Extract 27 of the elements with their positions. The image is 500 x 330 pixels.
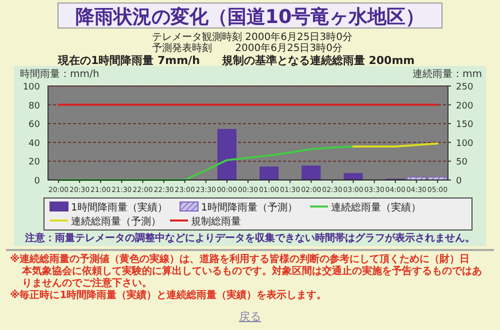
text: ※連続総雨量の予測値（黄色の実線）は、道路を利用する皆様の判断の参考にして頂くために（財）日本気象協会に依頼して実験的に算出しているものです。対象区間は交通止の実施を予告するものではありませんのでご注意下さい。 [10, 253, 482, 289]
legend-label: 連続総雨量（予測） [71, 216, 161, 228]
y2-axis-title: 連続雨量：mm [412, 68, 482, 80]
y2-tick-label: 200 [456, 101, 474, 112]
legend-label: 規制総雨量 [191, 216, 241, 228]
y2-tick-label: 100 [456, 138, 474, 149]
text: 予測発表時刻 2000年6月25日3時0分 [152, 43, 342, 54]
y2-tick-label: 50 [456, 158, 468, 168]
y-tick-label: 40 [28, 138, 40, 149]
text: 注意：雨量テレメータの調整中などによりデータを収集できない時間帯はグラフが表示されません。 [24, 232, 475, 244]
y-axis-title: 時間雨量：mm/h [20, 68, 100, 80]
y-tick-label: 20 [28, 158, 40, 168]
chart-title: 降雨状況の変化（国道10号竜ヶ水地区） [75, 6, 425, 28]
y2-tick-label: 250 [456, 82, 474, 92]
y-tick-label: 100 [22, 82, 40, 92]
y-tick-label: 0 [34, 176, 40, 186]
legend-label: 1時間降雨量（実績） [71, 202, 168, 214]
y-tick-label: 60 [28, 120, 40, 130]
text: 現在の1時間降雨量 7mm/h 規制の基準となる連続総雨量 200mm [58, 54, 415, 67]
legend-label: 1時間降雨量（予測） [201, 202, 298, 214]
y-tick-label: 80 [28, 101, 40, 112]
legend-label: 連続総雨量（実績） [331, 202, 421, 214]
y2-tick-label: 150 [456, 120, 474, 130]
text: 戻る [239, 310, 261, 323]
y2-tick-label: 0 [456, 176, 462, 186]
text: テレメータ観測時刻 2000年6月25日3時0分 [152, 32, 352, 43]
text: ※毎正時に1時間降雨量（実績）と連続総雨量（実績）を表示します。 [10, 289, 327, 301]
